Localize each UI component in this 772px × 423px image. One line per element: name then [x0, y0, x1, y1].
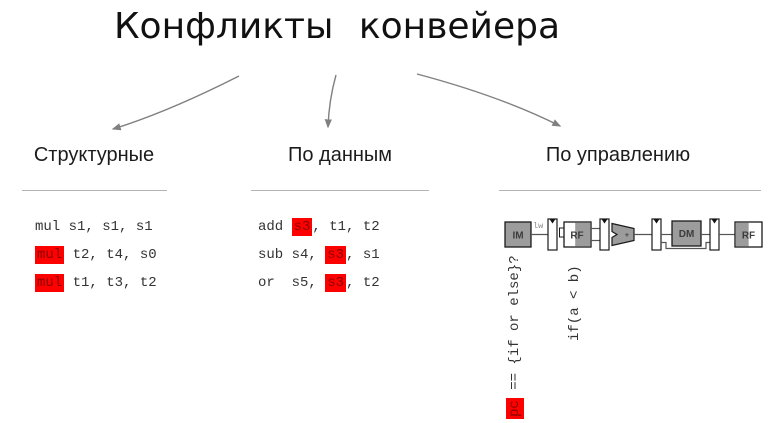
slide-title: Конфликты конвейера	[114, 6, 561, 47]
highlighted-token: mul	[35, 246, 65, 264]
pipeline-register	[709, 218, 720, 251]
rf-write-box: RF	[734, 221, 763, 248]
code-line: mul t1, t3, t2	[35, 269, 157, 297]
dm-label: DM	[679, 229, 695, 240]
clock-triangle-icon	[711, 219, 718, 224]
highlighted-token: s3	[325, 246, 347, 264]
clock-triangle-icon	[601, 219, 608, 224]
rf-port-tab	[559, 227, 565, 238]
code-token: if(a < b)	[567, 265, 583, 341]
highlighted-token: s3	[291, 218, 313, 236]
highlighted-token: mul	[35, 274, 65, 292]
pipeline-register	[547, 218, 558, 251]
arrow-right-icon	[416, 73, 562, 127]
instr-label: lw	[533, 221, 544, 231]
code-token: sub s4,	[258, 247, 326, 263]
code-token: == {if or else}?	[507, 255, 523, 399]
arrow-middle-icon	[324, 74, 337, 129]
rf-write-label: RF	[742, 231, 755, 242]
clock-triangle-icon	[653, 219, 660, 224]
vertical-code-pc-condition: pc == {if or else}?	[505, 255, 525, 419]
rf-read-box: RF	[563, 221, 592, 248]
divider-control	[499, 190, 761, 191]
code-line: mul t2, t4, s0	[35, 241, 157, 269]
highlighted-token: s3	[325, 274, 347, 292]
code-token: add	[258, 219, 292, 235]
column-header-control: По управлению	[545, 144, 691, 166]
code-token: , s1	[346, 247, 380, 263]
pipeline-register	[599, 218, 610, 251]
dm-box	[671, 220, 702, 247]
code-token: , t1, t2	[312, 219, 380, 235]
im-box	[504, 221, 532, 248]
code-token: t1, t3, t2	[64, 275, 157, 291]
code-line: add s3, t1, t2	[258, 213, 380, 241]
column-header-data: По данным	[287, 144, 393, 166]
im-label: IM	[512, 231, 523, 242]
bypass-wire	[661, 241, 710, 250]
highlighted-token: pc	[506, 398, 524, 419]
divider-structural	[22, 190, 167, 191]
pipeline-diagram: IM lw RF +	[504, 218, 763, 251]
column-header-structural: Структурные	[33, 144, 155, 166]
code-block-data: add s3, t1, t2 sub s4, s3, s1 or s5, s3, t…	[258, 213, 380, 297]
alu-shape: +	[611, 222, 635, 247]
code-line: or s5, s3, t2	[258, 269, 380, 297]
arrow-left-icon	[111, 75, 240, 131]
code-line: sub s4, s3, s1	[258, 241, 380, 269]
pipeline-register	[651, 218, 662, 251]
divider-data	[251, 190, 429, 191]
code-token: , t2	[346, 275, 380, 291]
code-token: t2, t4, s0	[64, 247, 157, 263]
rf-read-label: RF	[570, 231, 583, 242]
alu-label: +	[625, 231, 630, 240]
code-token: mul s1, s1, s1	[35, 219, 153, 235]
code-block-structural: mul s1, s1, s1 mul t2, t4, s0 mul t1, t3, …	[35, 213, 157, 297]
clock-triangle-icon	[549, 219, 556, 224]
code-line: mul s1, s1, s1	[35, 213, 157, 241]
code-token: or s5,	[258, 275, 326, 291]
vertical-code-if-condition: if(a < b)	[565, 265, 585, 341]
